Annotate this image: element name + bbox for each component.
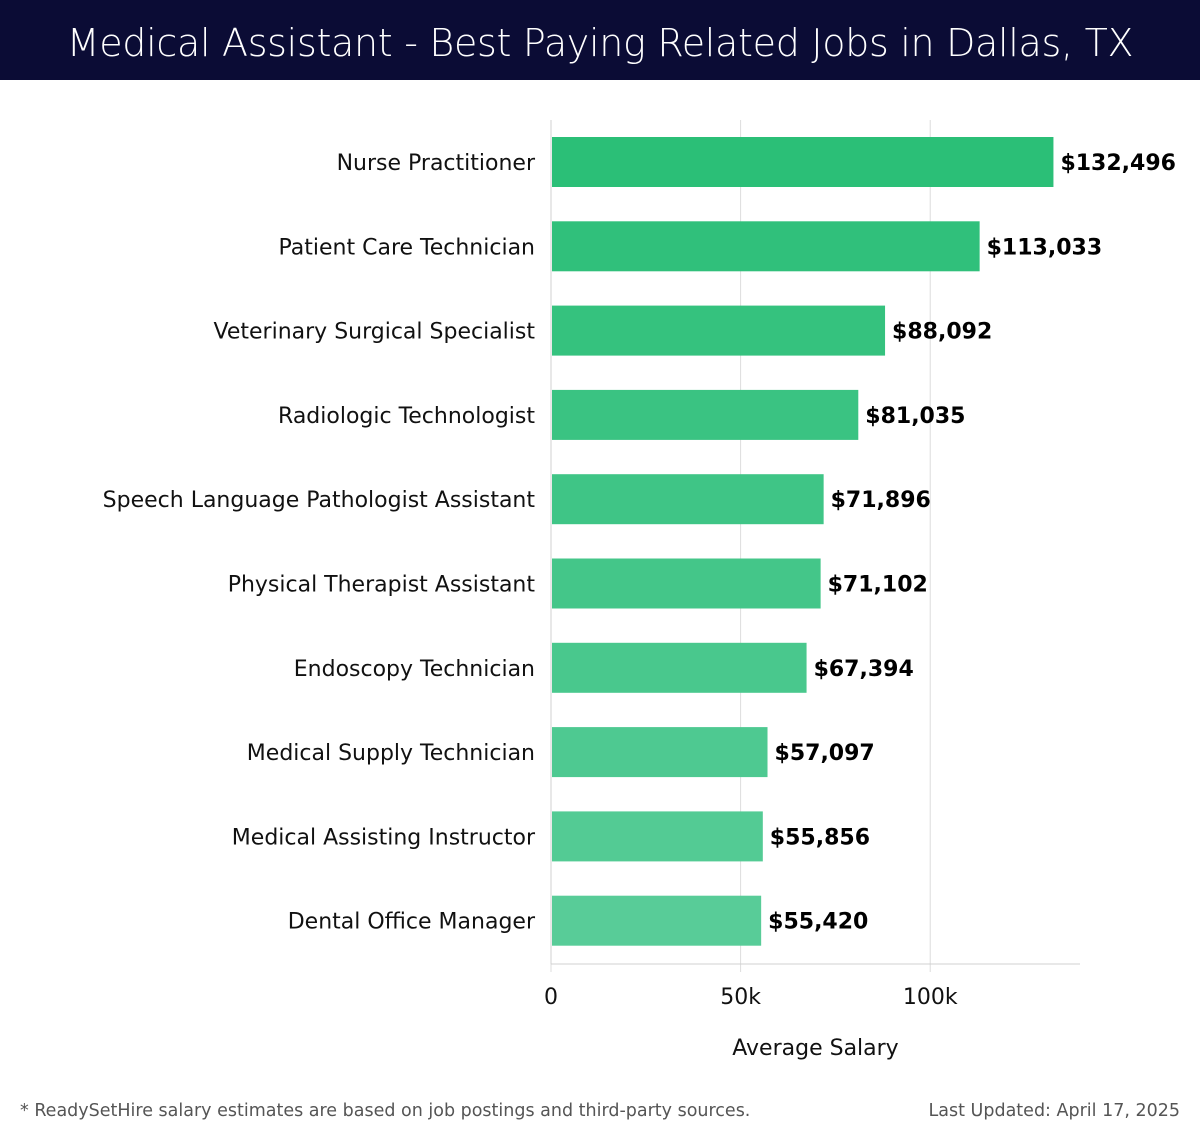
footer-note: * ReadySetHire salary estimates are base… xyxy=(20,1101,751,1121)
x-tick-label: 0 xyxy=(544,985,558,1010)
category-label: Speech Language Pathologist Assistant xyxy=(103,488,536,513)
data-label: $113,033 xyxy=(987,235,1103,260)
category-label: Medical Assisting Instructor xyxy=(232,825,536,850)
bar xyxy=(552,474,824,525)
last-updated: Last Updated: April 17, 2025 xyxy=(928,1101,1180,1121)
category-label: Endoscopy Technician xyxy=(294,657,535,682)
x-tick-label: 50k xyxy=(720,985,761,1010)
data-label: $55,856 xyxy=(770,825,870,850)
category-label: Patient Care Technician xyxy=(279,235,536,260)
data-label: $132,496 xyxy=(1060,151,1176,176)
data-label: $71,896 xyxy=(831,488,931,513)
data-label: $71,102 xyxy=(828,573,928,598)
bar xyxy=(552,305,886,356)
bar xyxy=(552,389,859,440)
chart-title: Medical Assistant - Best Paying Related … xyxy=(0,0,1200,80)
bar xyxy=(552,558,821,609)
category-label: Radiologic Technologist xyxy=(278,404,535,429)
bar xyxy=(552,811,763,862)
category-label: Physical Therapist Assistant xyxy=(228,573,536,598)
x-tick-label: 100k xyxy=(903,985,958,1010)
bar xyxy=(552,221,980,272)
data-label: $57,097 xyxy=(775,741,875,766)
bar xyxy=(552,727,768,778)
bar-chart: 0 50k 100k Nurse Practitioner $132,496 Patien… xyxy=(103,120,1176,1061)
data-label: $55,420 xyxy=(768,910,868,935)
bar xyxy=(552,137,1054,187)
category-label: Dental Office Manager xyxy=(288,910,536,935)
category-label: Nurse Practitioner xyxy=(337,151,536,176)
category-label: Veterinary Surgical Specialist xyxy=(214,320,536,345)
data-label: $67,394 xyxy=(814,657,914,682)
bar xyxy=(552,895,762,946)
data-label: $88,092 xyxy=(892,320,992,345)
data-label: $81,035 xyxy=(865,404,965,429)
bar xyxy=(552,642,807,693)
x-axis-label: Average Salary xyxy=(732,1036,898,1061)
category-label: Medical Supply Technician xyxy=(247,741,535,766)
